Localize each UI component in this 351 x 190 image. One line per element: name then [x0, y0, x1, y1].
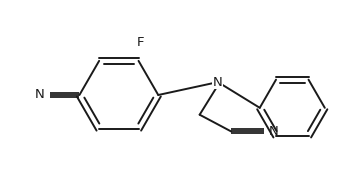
Text: F: F — [137, 36, 144, 49]
Text: N: N — [212, 76, 222, 89]
Text: N: N — [35, 89, 45, 101]
Text: N: N — [269, 125, 278, 138]
